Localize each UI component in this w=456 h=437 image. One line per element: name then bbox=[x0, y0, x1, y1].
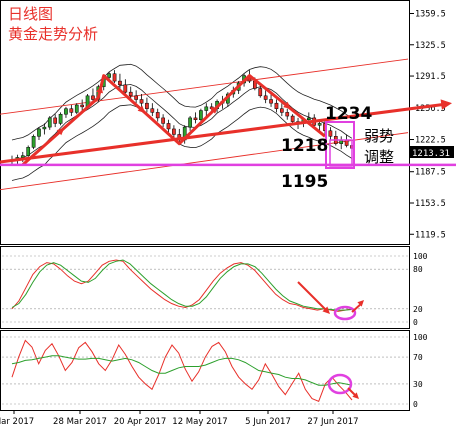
candle-body bbox=[107, 73, 111, 78]
price-y-tick-label: 1153.5 bbox=[415, 199, 446, 209]
candle-body bbox=[58, 113, 63, 124]
candle-body bbox=[285, 112, 290, 117]
candle-body bbox=[139, 99, 144, 104]
annotation-1195: 1195 bbox=[281, 172, 328, 192]
candle-body bbox=[193, 117, 198, 120]
zigzag-arrow-head bbox=[210, 106, 218, 114]
price-y-tick-label: 1256.5 bbox=[415, 104, 446, 114]
stoch-series-line-1 bbox=[11, 259, 353, 312]
candle-body bbox=[150, 108, 155, 113]
rsi-y-tick-label: 100 bbox=[413, 333, 428, 342]
chart-subtitle: 黄金走势分析 bbox=[8, 25, 98, 43]
annotation-weak: 弱势 bbox=[364, 127, 394, 145]
candle-body bbox=[188, 117, 192, 128]
candle-body bbox=[155, 112, 160, 119]
candle-body bbox=[258, 88, 263, 97]
price-panel-frame bbox=[0, 0, 410, 245]
rsi-down-arrow-head bbox=[352, 392, 359, 399]
candle-body bbox=[42, 126, 47, 130]
support-trend-arrow-head bbox=[440, 99, 452, 110]
rsi-highlight-circle bbox=[327, 373, 353, 395]
zigzag-arrow-head bbox=[56, 127, 65, 136]
upper-channel-line bbox=[0, 58, 409, 115]
candle-body bbox=[290, 115, 295, 122]
candle-body bbox=[31, 136, 36, 148]
candle-body bbox=[269, 99, 273, 104]
zigzag-arrow-head bbox=[283, 101, 292, 109]
annotation-1234: 1234 bbox=[325, 104, 372, 124]
x-axis-label: 20 Apr 2017 bbox=[114, 417, 167, 427]
chart-title: 日线图 bbox=[8, 5, 53, 23]
candle-body bbox=[123, 84, 128, 93]
stoch-down-arrow bbox=[297, 281, 327, 311]
price-y-tick-label: 1359.5 bbox=[415, 9, 446, 19]
x-axis-label: 5 Jun 2017 bbox=[245, 417, 291, 427]
candle-body bbox=[204, 106, 209, 111]
support-trend-arrow bbox=[0, 102, 445, 164]
stoch-y-tick-label: 100 bbox=[413, 252, 428, 261]
price-y-tick-label: 1222.5 bbox=[415, 136, 446, 146]
rsi-y-tick-label: 30 bbox=[413, 380, 423, 389]
x-axis-label: 27 Jun 2017 bbox=[307, 417, 358, 427]
stoch-down-arrow-head bbox=[322, 306, 330, 314]
candle-body bbox=[199, 110, 203, 120]
price-y-tick-label: 1325.5 bbox=[415, 41, 446, 51]
candle-body bbox=[263, 95, 268, 100]
candle-body bbox=[328, 130, 333, 137]
x-axis-label: 12 May 2017 bbox=[172, 417, 227, 427]
candle-body bbox=[279, 108, 284, 113]
candle-body bbox=[317, 123, 322, 126]
highlight-box-outer bbox=[325, 121, 355, 169]
current-price-label: 1213.31 bbox=[412, 149, 450, 159]
x-axis-label: 28 Mar 2017 bbox=[53, 417, 107, 427]
candle-body bbox=[274, 102, 279, 109]
x-axis-label: Mar 2017 bbox=[0, 417, 34, 427]
zigzag-arrow-head bbox=[137, 105, 146, 114]
candle-body bbox=[37, 128, 41, 137]
stoch-series-line-2 bbox=[11, 259, 353, 311]
candle-body bbox=[53, 117, 58, 124]
candle-body bbox=[128, 91, 133, 97]
rsi-series-line-2 bbox=[11, 355, 353, 386]
candle-body bbox=[161, 117, 165, 124]
candle-body bbox=[306, 117, 311, 120]
stoch-y-tick-label: 80 bbox=[413, 265, 423, 274]
stoch-highlight-circle bbox=[333, 305, 357, 321]
stoch-y-tick-label: 20 bbox=[413, 305, 423, 314]
candle-body bbox=[69, 108, 74, 113]
stoch-y-tick-label: 0 bbox=[413, 318, 418, 327]
candle-body bbox=[26, 147, 31, 156]
candle-body bbox=[64, 108, 68, 115]
candle-body bbox=[20, 155, 25, 158]
stoch-up-arrow-head bbox=[357, 300, 364, 307]
candle-body bbox=[166, 123, 171, 130]
middle-band-line bbox=[11, 84, 353, 161]
lower-band-line bbox=[11, 104, 353, 181]
candle-body bbox=[344, 139, 349, 146]
annotation-adjust: 调整 bbox=[364, 148, 394, 166]
price-y-tick-label: 1187.5 bbox=[415, 168, 446, 178]
candle-body bbox=[74, 104, 79, 113]
annotation-1218: 1218 bbox=[281, 136, 328, 156]
zigzag-arrow-head bbox=[96, 85, 103, 94]
upper-band-line bbox=[11, 63, 353, 141]
current-price-box bbox=[410, 146, 454, 158]
candle-body bbox=[134, 95, 138, 100]
candle-body bbox=[118, 80, 122, 86]
candle-body bbox=[145, 102, 149, 109]
rsi-panel-frame bbox=[0, 330, 410, 411]
rsi-y-tick-label: 70 bbox=[413, 353, 423, 362]
candle-body bbox=[172, 128, 176, 135]
rsi-y-tick-label: 0 bbox=[413, 400, 418, 409]
candle-body bbox=[112, 73, 117, 82]
price-y-tick-label: 1119.5 bbox=[415, 230, 446, 240]
price-y-tick-label: 1291.5 bbox=[415, 72, 446, 82]
candle-body bbox=[47, 117, 52, 128]
candle-body bbox=[80, 104, 85, 108]
candle-body bbox=[91, 95, 95, 100]
stoch-panel-frame bbox=[0, 246, 410, 329]
highlight-box-inner bbox=[329, 139, 353, 167]
